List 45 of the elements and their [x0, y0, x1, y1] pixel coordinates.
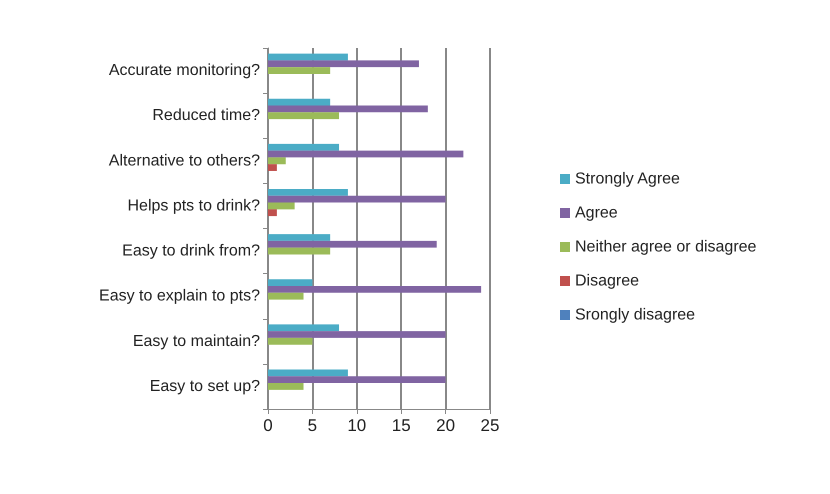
- x-tick-label: 10: [347, 416, 366, 435]
- legend-label: Srongly disagree: [575, 306, 696, 324]
- legend-label: Strongly Agree: [575, 170, 680, 188]
- x-tick-label: 15: [392, 416, 411, 435]
- bar: [268, 286, 482, 293]
- y-tick-label: Helps pts to drink?: [127, 197, 260, 214]
- y-tick-label: Alternative to others?: [108, 152, 260, 170]
- bar: [268, 54, 348, 60]
- x-tick-label: 0: [263, 416, 273, 435]
- y-tick-label: Reduced time?: [152, 107, 260, 124]
- y-tick-label: Easy to drink from?: [122, 242, 260, 260]
- legend-label: Agree: [575, 204, 618, 222]
- bar: [268, 112, 340, 120]
- legend-label: Neither agree or disagree: [575, 238, 757, 256]
- y-tick-label: Easy to maintain?: [132, 332, 260, 350]
- bar: [268, 292, 304, 300]
- bar: [268, 106, 428, 112]
- bar: [268, 67, 330, 74]
- bar: [268, 209, 277, 216]
- bar: [268, 98, 330, 106]
- bar: [268, 234, 330, 241]
- bar: [268, 157, 286, 164]
- bar: [268, 324, 340, 332]
- bar: [268, 370, 348, 376]
- bar: [268, 248, 330, 254]
- bar: [268, 331, 446, 338]
- bar: [268, 240, 437, 248]
- y-tick-label: Accurate monitoring?: [108, 62, 260, 80]
- bar: [268, 60, 419, 68]
- bar: [268, 279, 312, 286]
- bar: [268, 196, 446, 203]
- bar: [268, 150, 464, 158]
- legend-label: Disagree: [575, 272, 640, 290]
- bar: [268, 338, 312, 345]
- bar: [268, 202, 295, 210]
- y-tick-label: Easy to explain to pts?: [99, 288, 260, 305]
- bar: [268, 383, 304, 390]
- bar: [268, 144, 340, 151]
- bar: [268, 189, 348, 196]
- x-tick-label: 20: [436, 416, 456, 435]
- y-tick-label: Easy to set up?: [150, 378, 260, 395]
- x-tick-label: 25: [480, 416, 500, 435]
- bar: [268, 164, 277, 171]
- bar: [268, 376, 446, 384]
- x-tick-label: 5: [308, 416, 318, 435]
